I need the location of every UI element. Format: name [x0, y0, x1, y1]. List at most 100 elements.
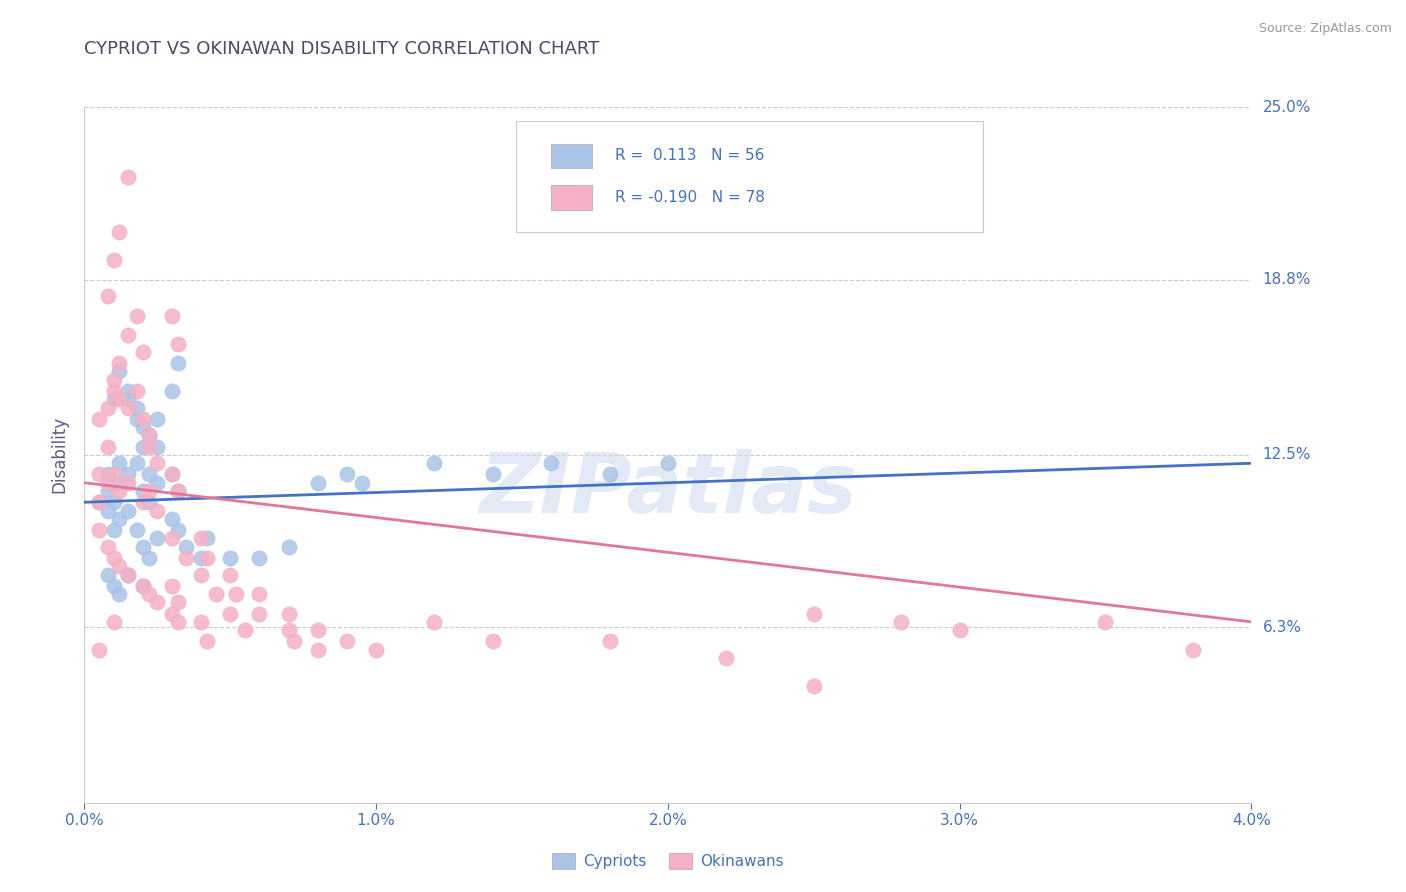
Point: [166, 615, 188, 629]
Point: [97, 289, 120, 303]
Point: [283, 634, 305, 648]
Point: [176, 540, 198, 554]
Legend: Cypriots, Okinawans: Cypriots, Okinawans: [546, 847, 790, 875]
Point: [146, 532, 169, 546]
Point: [132, 495, 155, 509]
Point: [195, 634, 218, 648]
Point: [108, 559, 131, 574]
Point: [138, 428, 160, 442]
Point: [146, 475, 169, 490]
Point: [132, 579, 155, 593]
Point: [233, 624, 256, 638]
Point: [103, 550, 125, 565]
Point: [132, 420, 155, 434]
Point: [125, 523, 148, 537]
Point: [138, 495, 160, 509]
Point: [132, 484, 155, 499]
Point: [307, 624, 329, 638]
Point: [97, 567, 120, 582]
Point: [138, 587, 160, 601]
Point: [87, 467, 110, 482]
Point: [160, 467, 183, 482]
Point: [890, 615, 912, 629]
Point: [117, 467, 139, 482]
Point: [97, 503, 120, 517]
Point: [108, 456, 131, 470]
Point: [166, 595, 188, 609]
Point: [160, 607, 183, 621]
Point: [204, 587, 226, 601]
Point: [108, 512, 131, 526]
Point: [138, 484, 160, 499]
Point: [219, 607, 242, 621]
Point: [160, 467, 183, 482]
Point: [117, 475, 139, 490]
Point: [108, 364, 131, 378]
Point: [87, 642, 110, 657]
Point: [132, 440, 155, 454]
Point: [87, 523, 110, 537]
Point: [117, 567, 139, 582]
Point: [336, 467, 359, 482]
Text: 25.0%: 25.0%: [1263, 100, 1310, 114]
Point: [108, 356, 131, 370]
Point: [117, 401, 139, 415]
Text: Source: ZipAtlas.com: Source: ZipAtlas.com: [1258, 22, 1392, 36]
Point: [247, 607, 270, 621]
Point: [103, 523, 125, 537]
Point: [190, 532, 212, 546]
Point: [166, 356, 188, 370]
Point: [160, 384, 183, 398]
Point: [146, 456, 169, 470]
Point: [195, 532, 218, 546]
Point: [803, 607, 825, 621]
Point: [117, 169, 139, 184]
Point: [125, 401, 148, 415]
Point: [481, 634, 505, 648]
Text: 18.8%: 18.8%: [1263, 272, 1310, 287]
Point: [103, 615, 125, 629]
Point: [247, 550, 270, 565]
FancyBboxPatch shape: [551, 186, 592, 210]
Point: [108, 225, 131, 239]
Point: [97, 484, 120, 499]
Point: [117, 503, 139, 517]
Point: [132, 411, 155, 425]
Point: [87, 411, 110, 425]
Point: [166, 336, 188, 351]
Point: [366, 642, 388, 657]
Point: [87, 495, 110, 509]
Point: [803, 679, 825, 693]
Point: [190, 615, 212, 629]
Point: [125, 309, 148, 323]
Point: [117, 392, 139, 407]
Point: [103, 384, 125, 398]
Point: [540, 456, 562, 470]
Point: [599, 634, 621, 648]
Point: [423, 615, 446, 629]
Point: [225, 587, 247, 601]
Point: [336, 634, 359, 648]
Point: [97, 440, 120, 454]
Point: [138, 428, 160, 442]
Point: [190, 567, 212, 582]
Point: [481, 467, 505, 482]
Point: [117, 328, 139, 343]
Point: [87, 495, 110, 509]
Point: [125, 384, 148, 398]
Point: [108, 392, 131, 407]
Point: [219, 567, 242, 582]
Y-axis label: Disability: Disability: [51, 417, 69, 493]
Text: R = -0.190   N = 78: R = -0.190 N = 78: [616, 190, 765, 205]
Text: ZIPatlas: ZIPatlas: [479, 450, 856, 530]
Point: [146, 503, 169, 517]
Point: [146, 595, 169, 609]
FancyBboxPatch shape: [551, 144, 592, 168]
Point: [166, 484, 188, 499]
Point: [350, 475, 373, 490]
Point: [307, 642, 329, 657]
Point: [103, 373, 125, 387]
Point: [103, 392, 125, 407]
Point: [97, 475, 120, 490]
FancyBboxPatch shape: [516, 121, 983, 232]
